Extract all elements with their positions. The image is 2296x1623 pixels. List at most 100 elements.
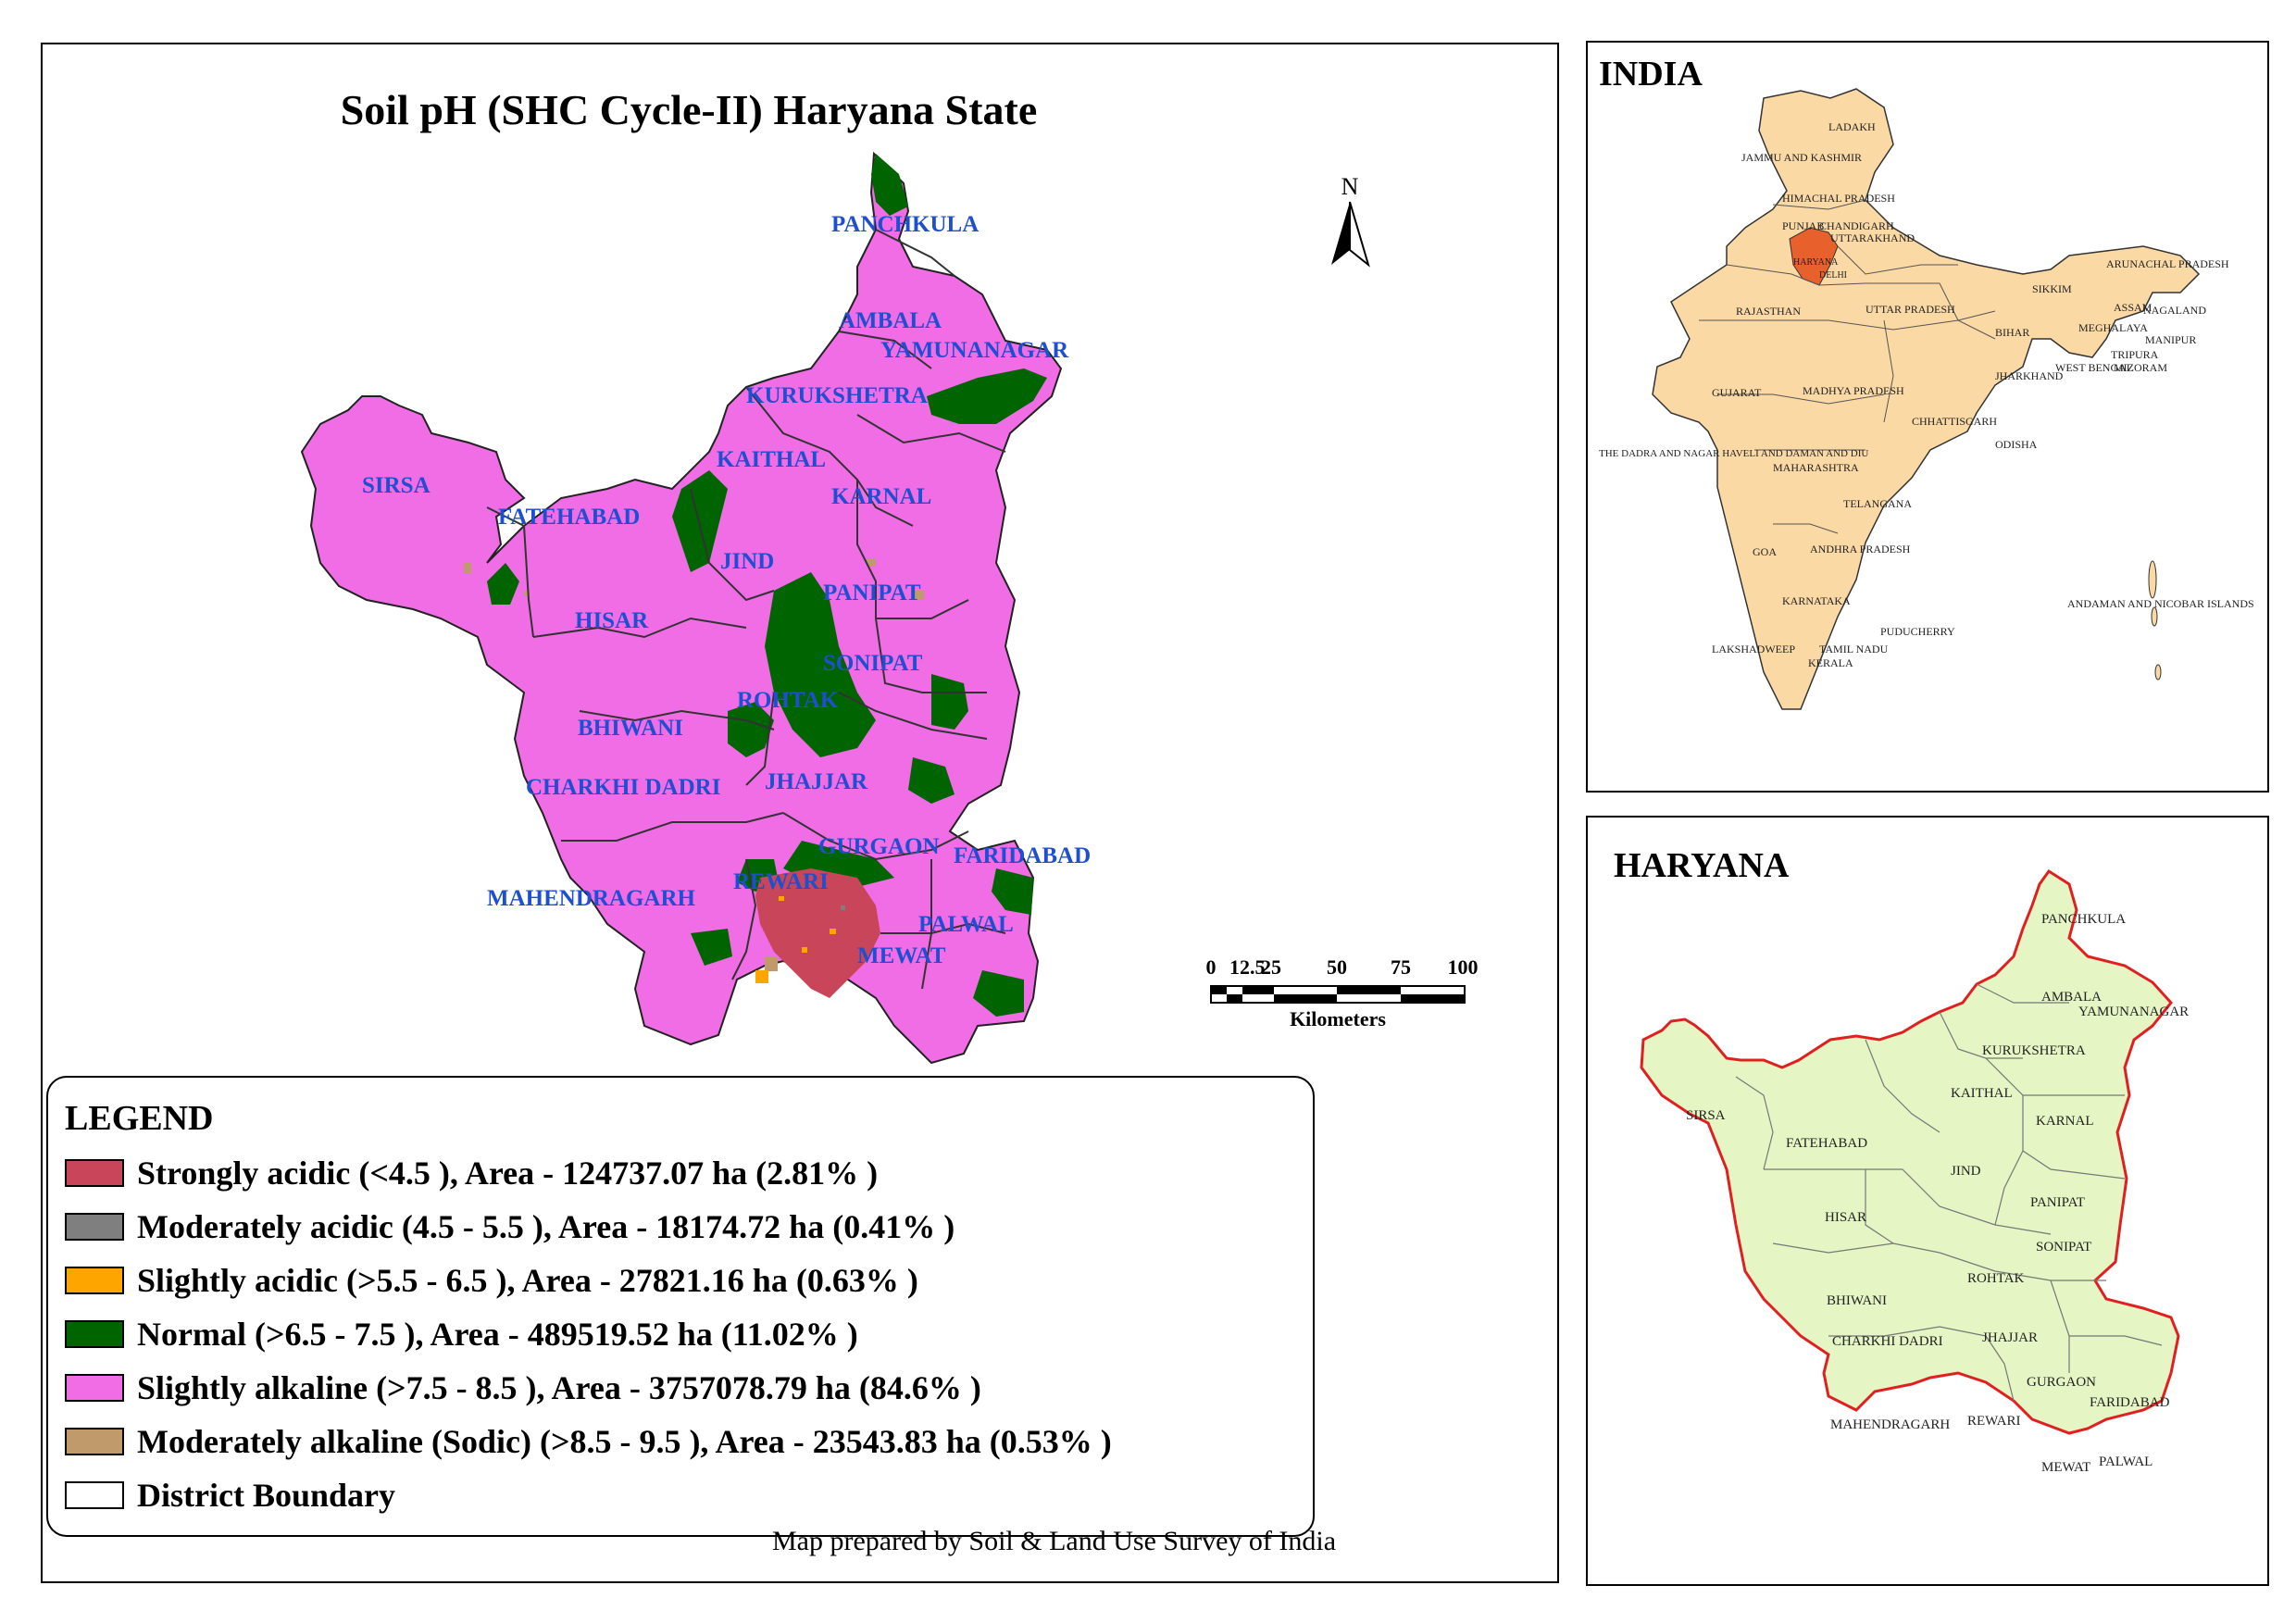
inset-district-label: BHIWANI	[1827, 1293, 1887, 1308]
haryana-inset-map: PANCHKULA AMBALA YAMUNANAGAR KURUKSHETRA…	[1640, 868, 2189, 1475]
state-label: LADAKH	[1828, 120, 1876, 133]
main-map-frame: Soil pH (SHC Cycle-II) Haryana State	[41, 43, 1559, 1583]
state-label: MIZORAM	[2114, 361, 2167, 374]
haryana-highlight	[1789, 227, 1839, 286]
state-label: SIKKIM	[2032, 282, 2072, 295]
india-inset-title: INDIA	[1599, 55, 1703, 94]
india-shape	[1652, 88, 2201, 710]
legend-label: Moderately alkaline (Sodic) (>8.5 - 9.5 …	[137, 1423, 1112, 1460]
legend-item: Moderately acidic (4.5 - 5.5 ), Area - 1…	[65, 1205, 955, 1248]
strongly-acidic-patches	[755, 868, 880, 998]
state-label: GUJARAT	[1712, 386, 1762, 399]
inset-district-label: SONIPAT	[2036, 1240, 2091, 1255]
legend-item: Normal (>6.5 - 7.5 ), Area - 489519.52 h…	[65, 1313, 858, 1355]
state-label: LAKSHADWEEP	[1712, 643, 1795, 655]
district-label: KAITHAL	[717, 447, 826, 472]
district-label: AMBALA	[839, 308, 942, 333]
legend-label: Slightly alkaline (>7.5 - 8.5 ), Area - …	[137, 1369, 981, 1406]
district-label: MEWAT	[857, 943, 946, 968]
state-label: HIMACHAL PRADESH	[1782, 192, 1895, 205]
inset-district-label: GURGAON	[2027, 1375, 2096, 1390]
state-label: TAMIL NADU	[1819, 643, 1889, 655]
scale-tick: 50	[1327, 955, 1347, 979]
inset-district-label: FATEHABAD	[1786, 1136, 1867, 1151]
inset-district-label: KAITHAL	[1951, 1086, 2013, 1101]
haryana-inset-boundaries	[1735, 983, 2163, 1402]
state-label: PUNJAB	[1782, 219, 1824, 232]
haryana-inset-labels: PANCHKULA AMBALA YAMUNANAGAR KURUKSHETRA…	[1686, 912, 2189, 1475]
scale-tick: 75	[1391, 955, 1411, 979]
state-label: TRIPURA	[2111, 348, 2159, 361]
legend-swatch	[65, 1428, 124, 1455]
district-label: BHIWANI	[578, 716, 683, 741]
state-label: UTTAR PRADESH	[1866, 303, 1955, 316]
district-label: CHARKHI DADRI	[526, 775, 720, 800]
scale-unit: Kilometers	[1290, 1007, 1386, 1030]
haryana-inset-title: HARYANA	[1614, 846, 1790, 885]
district-label: PALWAL	[918, 912, 1014, 937]
state-label: NAGALAND	[2143, 304, 2206, 317]
inset-district-label: ROHTAK	[1967, 1271, 2024, 1286]
state-label: WEST BENGAL	[2055, 361, 2133, 374]
legend-label: Strongly acidic (<4.5 ), Area - 124737.0…	[137, 1155, 879, 1192]
inset-district-label: FARIDABAD	[2090, 1395, 2170, 1410]
inset-district-label: PALWAL	[2099, 1454, 2152, 1469]
inset-district-label: PANIPAT	[2030, 1195, 2085, 1210]
map-credit: Map prepared by Soil & Land Use Survey o…	[772, 1526, 1337, 1556]
district-label: SONIPAT	[823, 651, 923, 676]
district-label: JHAJJAR	[765, 769, 868, 794]
district-label: HISAR	[575, 608, 649, 633]
state-label: JAMMU AND KASHMIR	[1741, 151, 1862, 164]
state-label: MEGHALAYA	[2078, 321, 2148, 334]
district-label: REWARI	[733, 869, 829, 894]
legend-title: LEGEND	[65, 1099, 214, 1138]
inset-district-label: MAHENDRAGARH	[1830, 1417, 1950, 1432]
normal-ph-patches	[487, 154, 1047, 1017]
legend-item: Moderately alkaline (Sodic) (>8.5 - 9.5 …	[65, 1420, 1112, 1463]
district-label: MAHENDRAGARH	[487, 886, 696, 911]
inset-district-label: KARNAL	[2036, 1114, 2094, 1129]
state-label: MAHARASHTRA	[1773, 461, 1859, 474]
legend-swatch	[65, 1267, 124, 1294]
legend-swatch	[65, 1213, 124, 1241]
scale-tick: 0	[1206, 955, 1217, 979]
state-label: GOA	[1753, 545, 1777, 558]
scale-bar: 0 12.5 25 50 75 100 Kilometers	[1206, 955, 1479, 1030]
inset-district-label: JIND	[1951, 1164, 1981, 1179]
inset-district-label: AMBALA	[2041, 990, 2102, 1005]
haryana-inset-shape	[1640, 868, 2180, 1435]
inset-district-label: JHAJJAR	[1982, 1330, 2038, 1345]
state-label: KARNATAKA	[1782, 594, 1851, 607]
moderately-alkaline-patches	[464, 558, 924, 600]
legend-item: Slightly acidic (>5.5 - 6.5 ), Area - 27…	[65, 1259, 918, 1302]
india-internal-boundaries	[1699, 199, 1996, 534]
scale-tick: 100	[1448, 955, 1479, 979]
legend-swatch	[65, 1320, 124, 1348]
state-label: MANIPUR	[2145, 333, 2196, 346]
state-label: MADHYA PRADESH	[1803, 384, 1904, 397]
andaman-islands	[2148, 560, 2162, 680]
state-label: HARYANA	[1793, 257, 1839, 268]
scale-tick: 25	[1261, 955, 1281, 979]
india-inset-frame: INDIA LADAKH JAMMU AND KASHMIR HIMACHAL …	[1586, 41, 2269, 793]
legend-label: District Boundary	[137, 1477, 395, 1514]
district-label: PANIPAT	[823, 581, 921, 606]
state-label: RAJASTHAN	[1736, 305, 1801, 318]
inset-district-label: SIRSA	[1686, 1108, 1726, 1123]
district-label: YAMUNANAGAR	[880, 338, 1069, 363]
district-label: GURGAON	[818, 834, 940, 859]
state-label: ASSAM	[2114, 301, 2152, 314]
legend-swatch	[65, 1374, 124, 1402]
legend-label: Moderately acidic (4.5 - 5.5 ), Area - 1…	[137, 1208, 955, 1245]
district-boundaries	[486, 229, 1006, 990]
state-label: ANDHRA PRADESH	[1810, 543, 1911, 556]
inset-district-label: MEWAT	[2041, 1460, 2090, 1475]
district-label: ROHTAK	[737, 688, 839, 713]
haryana-soil-ph-map: PANCHKULA AMBALA YAMUNANAGAR KURUKSHETRA…	[300, 151, 1479, 1065]
state-label: UTTARAKHAND	[1830, 231, 1915, 244]
map-title: Soil pH (SHC Cycle-II) Haryana State	[340, 86, 1038, 133]
inset-district-label: CHARKHI DADRI	[1832, 1334, 1943, 1349]
legend-item: Slightly alkaline (>7.5 - 8.5 ), Area - …	[65, 1367, 981, 1409]
scale-tick: 12.5	[1229, 955, 1266, 979]
state-label: JHARKHAND	[1995, 369, 2064, 382]
